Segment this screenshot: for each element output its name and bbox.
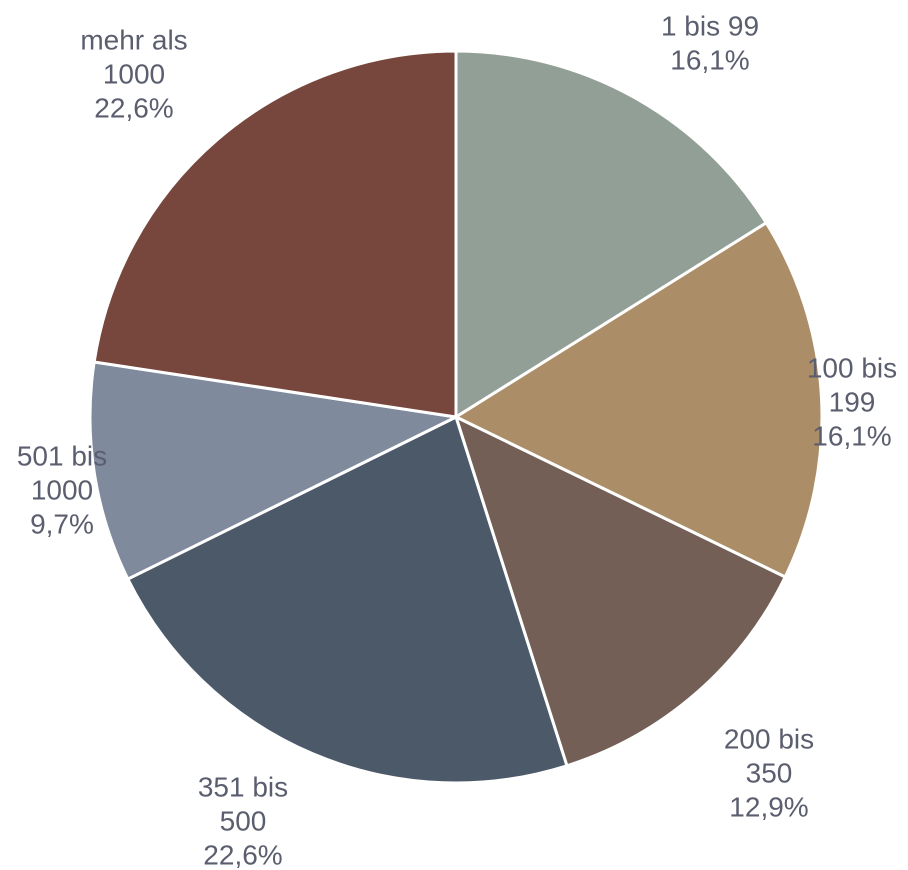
slice-label-5: mehr als 1000 22,6%: [80, 24, 187, 123]
pie-slice-1: [454, 221, 824, 579]
slice-label-line: 1 bis 99: [661, 10, 759, 41]
pie-slice-4: [88, 360, 458, 581]
slice-label-line: 9,7%: [30, 508, 94, 539]
slice-label-line: 1000: [103, 58, 165, 89]
slice-label-1: 100 bis 199 16,1%: [807, 352, 897, 451]
slice-label-3: 351 bis 500 22,6%: [198, 771, 288, 870]
slice-label-line: 199: [829, 386, 876, 417]
slice-label-line: 500: [220, 805, 267, 836]
pie-labels: 1 bis 99 16,1%100 bis 199 16,1%200 bis 350 12…: [17, 10, 897, 870]
slice-label-line: 351 bis: [198, 771, 288, 802]
slice-label-line: mehr als: [80, 24, 187, 55]
slice-label-line: 22,6%: [203, 839, 282, 870]
pie-slices: [88, 49, 824, 785]
slice-label-line: 200 bis: [724, 723, 814, 754]
slice-label-2: 200 bis 350 12,9%: [724, 723, 814, 822]
pie-slice-2: [454, 415, 787, 768]
pie-slice-5: [92, 49, 458, 419]
slice-label-0: 1 bis 99 16,1%: [661, 10, 759, 75]
slice-label-4: 501 bis 1000 9,7%: [17, 440, 107, 539]
pie-slice-3: [126, 415, 569, 785]
pie-slice-0: [454, 49, 768, 419]
slice-label-line: 501 bis: [17, 440, 107, 471]
slice-label-line: 1000: [31, 474, 93, 505]
slice-label-line: 12,9%: [729, 791, 808, 822]
slice-label-line: 100 bis: [807, 352, 897, 383]
slice-label-line: 350: [746, 757, 793, 788]
slice-label-line: 22,6%: [94, 92, 173, 123]
slice-label-line: 16,1%: [670, 44, 749, 75]
slice-label-line: 16,1%: [812, 420, 891, 451]
